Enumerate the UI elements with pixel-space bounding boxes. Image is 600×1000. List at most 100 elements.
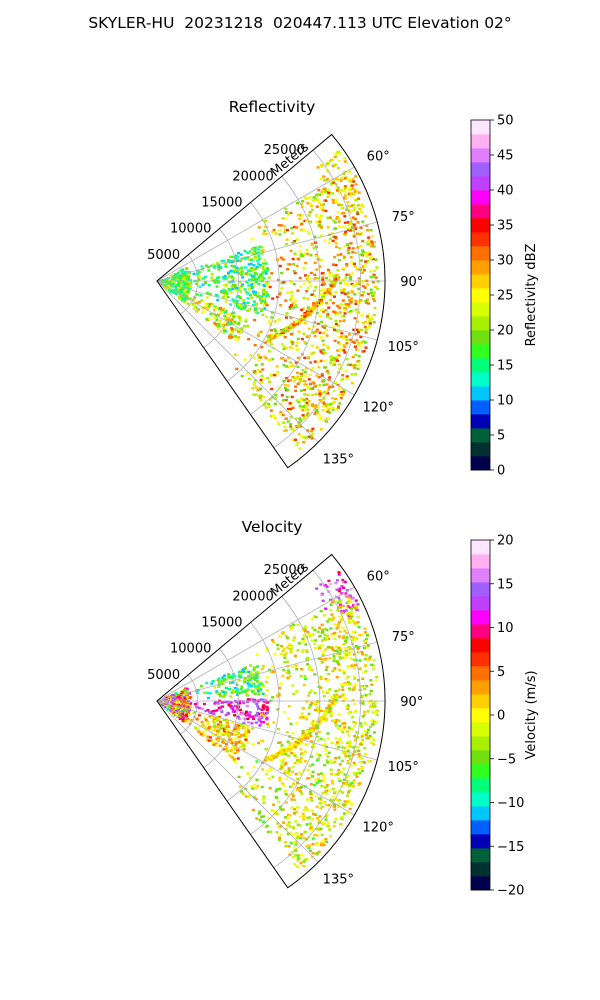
colorbar-segment	[471, 400, 490, 415]
radar-gate	[375, 266, 379, 269]
radar-gate	[290, 395, 294, 399]
radar-gate	[306, 736, 310, 740]
radar-gate	[257, 707, 261, 710]
radar-gate	[299, 245, 302, 248]
radar-gate	[215, 692, 219, 695]
radar-gate	[278, 229, 282, 232]
radar-gate	[329, 361, 333, 365]
radar-gate	[266, 284, 270, 287]
radar-gate	[360, 766, 364, 770]
radar-gate	[262, 684, 265, 688]
radar-gate	[260, 295, 264, 299]
radar-gate	[340, 390, 344, 394]
radar-gate	[343, 157, 347, 160]
radar-gate	[314, 723, 318, 726]
radar-gate	[312, 615, 316, 618]
radar-gate	[299, 320, 303, 323]
radar-gate	[244, 318, 248, 321]
radar-gate	[185, 296, 189, 299]
radar-gate	[283, 653, 287, 657]
radar-gate	[333, 805, 337, 808]
radar-gate	[227, 700, 231, 703]
radar-gate	[275, 334, 279, 337]
radar-gate	[296, 365, 300, 369]
radar-gate	[206, 735, 210, 738]
radar-gate	[298, 815, 302, 818]
radar-gate	[350, 180, 354, 183]
radar-gate	[197, 308, 201, 311]
radar-gate	[260, 346, 264, 349]
radar-gate	[305, 414, 309, 417]
radar-gate	[211, 710, 215, 713]
radar-gate	[302, 860, 306, 863]
radar-gate	[318, 644, 322, 647]
radar-gate	[355, 608, 359, 611]
radar-gate	[352, 780, 356, 783]
radar-gate	[262, 720, 265, 724]
colorbar-tick-label: 50	[497, 114, 514, 129]
radar-gate	[252, 268, 256, 271]
radar-gate	[255, 778, 259, 781]
radar-gate	[210, 276, 214, 279]
radar-gate	[252, 765, 256, 769]
radar-gate	[321, 653, 325, 657]
radar-gate	[256, 368, 260, 371]
radar-gate	[291, 428, 295, 431]
radar-gate	[260, 381, 264, 384]
radar-gate	[354, 750, 358, 753]
radar-gate	[222, 291, 226, 294]
radar-gate	[195, 310, 198, 313]
radar-gate	[318, 216, 322, 219]
radar-gate	[275, 812, 279, 815]
radar-gate	[250, 267, 254, 270]
radar-gate	[193, 304, 196, 307]
radar-gate	[307, 214, 311, 217]
radar-gate	[203, 716, 207, 720]
radar-gate	[302, 313, 306, 317]
radar-gate	[219, 311, 223, 315]
radar-gate	[320, 293, 324, 297]
radar-gate	[223, 674, 227, 677]
radar-gate	[326, 761, 330, 764]
radar-gate	[237, 724, 240, 727]
radar-gate	[299, 773, 303, 777]
radar-gate	[233, 686, 237, 690]
radar-gate	[265, 748, 269, 751]
radar-gate	[337, 635, 341, 638]
radar-gate	[250, 247, 254, 251]
radar-gate	[269, 414, 273, 418]
radar-gate	[252, 796, 256, 799]
radar-gate	[274, 790, 278, 793]
radar-gate	[340, 616, 344, 619]
radar-gate	[323, 239, 327, 242]
radar-gate	[291, 825, 294, 828]
radar-gate	[229, 261, 233, 264]
radar-gate	[224, 262, 228, 266]
radar-gate	[212, 712, 216, 716]
radar-gate	[353, 293, 357, 296]
radar-gate	[186, 273, 190, 276]
radar-gate	[314, 778, 318, 781]
radar-gate	[327, 706, 331, 710]
radar-gate	[278, 634, 282, 637]
radar-gate	[277, 224, 281, 227]
radar-gate	[363, 664, 367, 667]
radar-gate	[319, 772, 323, 775]
radar-gate	[321, 650, 325, 653]
radar-gate	[238, 670, 242, 674]
radar-gate	[338, 247, 342, 250]
radar-gate	[289, 379, 293, 382]
radar-gate	[339, 610, 343, 613]
radar-gate	[353, 345, 357, 348]
radar-gate	[341, 374, 345, 377]
radar-gate	[247, 721, 251, 724]
radar-gate	[247, 377, 251, 380]
radar-gate	[342, 692, 345, 696]
radar-gate	[276, 694, 279, 697]
radar-gate	[354, 251, 358, 254]
colorbar-label: Velocity (m/s)	[524, 670, 539, 759]
radar-gate	[366, 316, 370, 319]
radar-gate	[252, 300, 256, 303]
colorbar-tick-label: 30	[497, 254, 514, 269]
radar-gate	[308, 790, 312, 793]
